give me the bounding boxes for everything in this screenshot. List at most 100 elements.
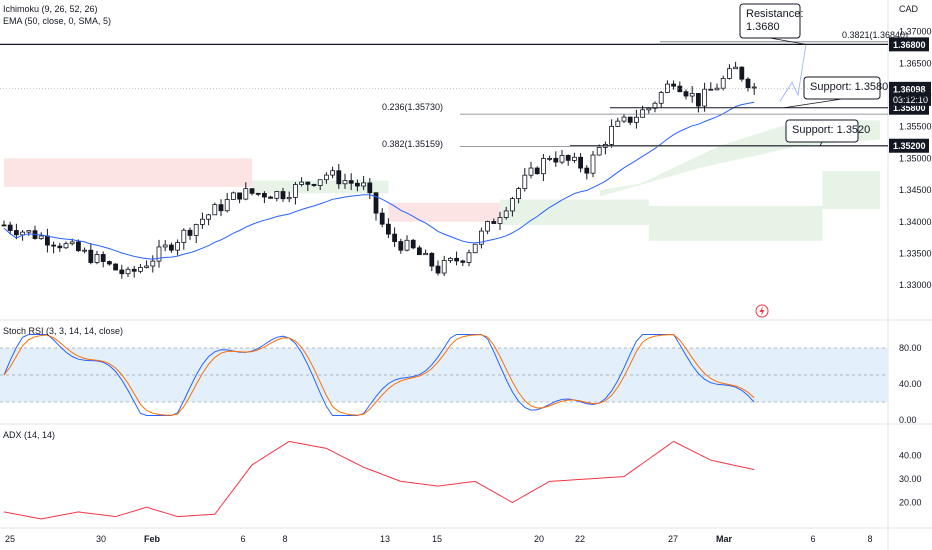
candle <box>63 241 69 250</box>
candle <box>255 192 261 197</box>
fib-label: 0.3821(1.36840) <box>842 30 908 40</box>
candle <box>410 239 416 250</box>
candle <box>404 235 410 252</box>
price-tick: 1.34500 <box>899 185 932 195</box>
candle <box>472 243 478 254</box>
callout-box[interactable]: Resistance:1.3680 <box>739 3 807 45</box>
cloud-segment <box>500 199 649 225</box>
candle <box>485 220 491 235</box>
time-tick: 6 <box>240 534 245 544</box>
price-tick: 1.37000 <box>899 27 932 37</box>
candle <box>237 192 243 204</box>
candle <box>534 166 540 175</box>
candle <box>292 181 298 205</box>
candle <box>621 114 627 124</box>
candle <box>26 230 32 236</box>
candle <box>739 66 745 82</box>
callout-box[interactable]: Support: 1.3580 <box>783 76 888 109</box>
lightning-icon[interactable] <box>755 304 769 318</box>
candle <box>702 82 707 112</box>
candle <box>497 211 503 230</box>
svg-text:Support: 1.3580: Support: 1.3580 <box>810 81 888 93</box>
candle <box>13 223 19 240</box>
adx-tick: 20.00 <box>899 498 922 508</box>
candle <box>348 173 354 191</box>
ichimoku-cloud <box>4 120 880 241</box>
price-tick: 1.34000 <box>899 217 932 227</box>
svg-text:1.35200: 1.35200 <box>893 141 926 151</box>
candle <box>677 81 683 93</box>
ema-title: EMA (50, close, 0, SMA, 5) <box>3 16 111 26</box>
price-tick: 1.35500 <box>899 122 932 132</box>
candle <box>150 255 156 273</box>
time-tick: 25 <box>5 534 15 544</box>
candle <box>447 257 453 264</box>
candle <box>175 239 181 256</box>
candle <box>584 165 590 180</box>
candle <box>590 151 596 178</box>
time-tick: Mar <box>716 534 733 544</box>
candle <box>76 239 81 252</box>
candle <box>137 264 143 274</box>
candle <box>354 179 360 192</box>
candle <box>385 218 391 238</box>
time-tick: 27 <box>668 534 678 544</box>
candle <box>528 161 534 179</box>
candle <box>478 227 484 249</box>
candle <box>243 182 249 201</box>
candle <box>342 173 348 189</box>
callout-box[interactable]: Support: 1.3520 <box>785 119 870 146</box>
candle <box>671 80 676 90</box>
svg-text:1.3680: 1.3680 <box>746 21 780 33</box>
cloud-segment <box>4 158 252 187</box>
candle <box>603 141 608 155</box>
projection-path <box>779 44 807 102</box>
candle <box>156 239 162 268</box>
candle <box>94 250 100 265</box>
candle <box>299 177 305 187</box>
time-tick: Feb <box>144 534 161 544</box>
adx-line <box>3 440 755 520</box>
candle <box>652 101 658 113</box>
svg-text:Support: 1.3520: Support: 1.3520 <box>792 124 870 136</box>
candle <box>423 249 429 256</box>
candle <box>206 213 212 226</box>
candle <box>268 195 274 199</box>
price-tick: 1.33000 <box>899 280 932 290</box>
stoch-d-line <box>3 334 755 416</box>
candle <box>751 82 757 95</box>
candle <box>658 90 664 108</box>
candle <box>708 82 714 91</box>
candle <box>572 152 577 163</box>
candle <box>454 251 460 266</box>
svg-text:1.36098: 1.36098 <box>893 84 926 94</box>
price-label: 1.36800 <box>889 37 929 52</box>
candle <box>131 265 137 278</box>
svg-text:1.36800: 1.36800 <box>893 40 926 50</box>
candle <box>392 227 398 248</box>
candle <box>1 220 7 227</box>
time-axis: 25 30 Feb 6 8 13 15 20 22 27 Mar 6 8 <box>5 534 873 544</box>
candle <box>286 191 292 203</box>
candle <box>441 255 447 277</box>
candle <box>82 247 87 254</box>
candle <box>627 116 633 126</box>
candle <box>565 154 571 166</box>
candle <box>398 238 404 254</box>
candle <box>553 151 559 167</box>
svg-text:03:12:10: 03:12:10 <box>893 95 928 105</box>
svg-text:Resistance:: Resistance: <box>746 8 803 20</box>
candle <box>696 93 701 113</box>
candle <box>516 186 521 204</box>
candle <box>51 241 56 254</box>
currency-label: CAD <box>899 4 919 14</box>
candle <box>379 208 385 228</box>
ema-line <box>3 101 755 260</box>
time-tick: 22 <box>575 534 585 544</box>
candle <box>107 260 112 266</box>
candle <box>32 225 38 240</box>
candle <box>144 260 150 269</box>
candle <box>361 175 367 191</box>
candle <box>683 89 689 100</box>
